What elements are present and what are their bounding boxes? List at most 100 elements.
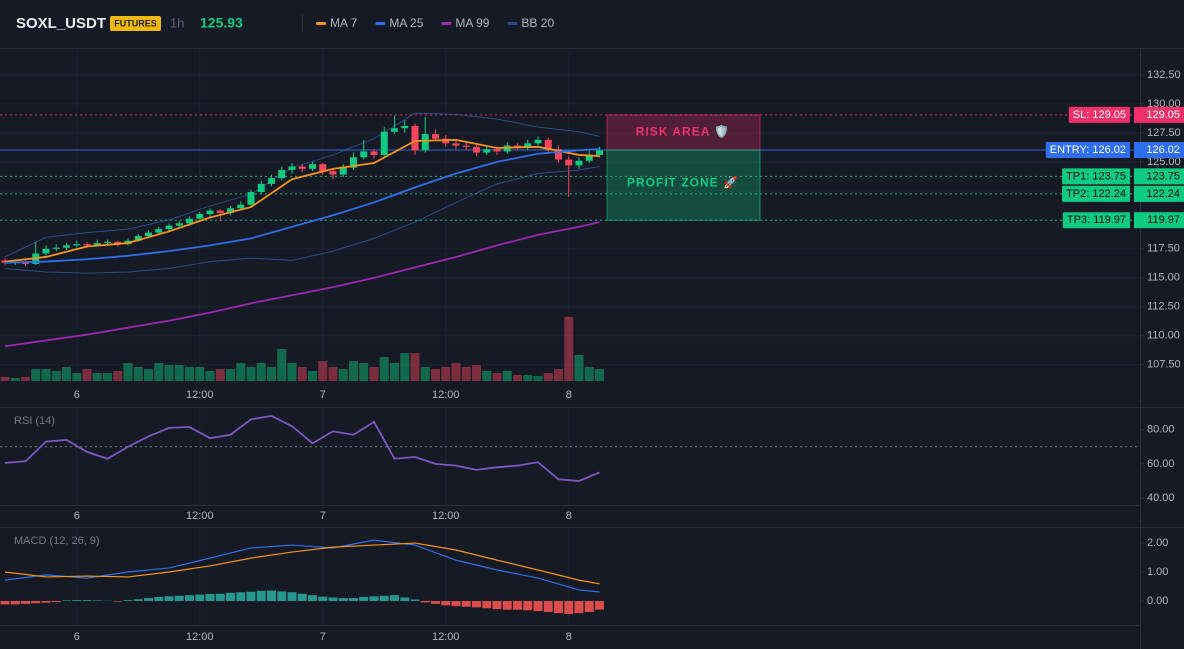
volume-bar — [308, 371, 317, 381]
volume-bar — [287, 363, 297, 381]
y-tick-label: 1.00 — [1147, 566, 1168, 578]
volume-bar — [10, 378, 20, 381]
ma-line — [4, 148, 600, 264]
candle-body — [452, 143, 460, 146]
level-label: SL: 129.05 — [1073, 109, 1126, 121]
candle-body — [52, 247, 60, 249]
candle-body — [309, 164, 316, 169]
axis-price-tag — [1134, 142, 1184, 159]
candle-body — [462, 145, 470, 147]
candle-body — [175, 223, 183, 226]
candle-body — [206, 210, 214, 215]
y-tick-label: 130.00 — [1147, 98, 1181, 110]
candle-body — [565, 159, 573, 166]
axis-price-label: 119.97 — [1147, 214, 1180, 226]
candle-body — [319, 164, 327, 172]
macd-histogram-bar — [287, 592, 297, 601]
macd-histogram-bar — [82, 600, 92, 601]
macd-histogram-bar — [441, 600, 451, 606]
macd-histogram-bar — [185, 595, 194, 601]
legend-entry: MA 99 — [455, 16, 489, 30]
macd-histogram-bar — [472, 600, 481, 608]
candle-body — [350, 157, 357, 168]
candle-body — [360, 151, 368, 158]
candle-body — [473, 146, 480, 153]
volume-bar — [595, 369, 604, 381]
y-tick-label: 117.50 — [1147, 243, 1180, 255]
volume-bar — [133, 367, 143, 381]
macd-histogram-bar — [174, 595, 184, 601]
volume-bar — [431, 369, 440, 381]
volume-bar — [318, 361, 328, 381]
x-tick-label: 8 — [566, 389, 572, 401]
macd-histogram-bar — [277, 591, 287, 601]
volume-bar — [472, 365, 481, 381]
volume-bar — [277, 349, 287, 381]
bb-upper — [4, 112, 600, 258]
macd-histogram-bar — [318, 596, 328, 601]
x-tick-label: 12:00 — [186, 510, 214, 522]
macd-histogram-bar — [256, 590, 266, 601]
candle-body — [339, 167, 347, 175]
x-tick-label: 6 — [74, 389, 80, 401]
level-label: TP2: 122.24 — [1066, 188, 1126, 200]
volume-bar — [41, 369, 51, 381]
ma-line — [4, 138, 600, 263]
macd-histogram-bar — [123, 600, 133, 601]
macd-histogram-bar — [297, 593, 307, 601]
macd-histogram-bar — [451, 600, 461, 607]
volume-bar — [482, 371, 492, 381]
candle-body — [534, 139, 542, 144]
candle-body — [555, 149, 562, 160]
legend-entry: MA 25 — [389, 16, 423, 30]
candle-body — [83, 244, 91, 246]
volume-bar — [236, 363, 246, 381]
volume-bar — [461, 367, 471, 381]
macd-histogram-bar — [502, 600, 512, 610]
level-tag — [1062, 168, 1130, 185]
macd-histogram-bar — [482, 600, 492, 609]
macd-histogram-bar — [584, 600, 594, 612]
y-tick-label: 40.00 — [1147, 492, 1175, 504]
candle-body — [432, 134, 439, 139]
macd-histogram-bar — [349, 598, 358, 601]
ma-line — [4, 221, 600, 348]
rsi-line — [4, 414, 600, 482]
zone-label: PROFIT ZONE 🚀 — [627, 175, 739, 189]
macd-histogram-bar — [338, 598, 348, 601]
macd-histogram-bar — [308, 595, 317, 601]
candle-body — [278, 169, 286, 179]
level-tag — [1045, 142, 1130, 159]
x-tick-label: 12:00 — [186, 631, 214, 643]
y-tick-label: 112.50 — [1147, 301, 1180, 313]
candle-body — [401, 125, 409, 129]
symbol: SOXL_USDT — [16, 15, 106, 32]
x-tick-label: 8 — [566, 631, 572, 643]
legend-entry: BB 20 — [521, 16, 554, 30]
macd-histogram-bar — [513, 600, 522, 610]
macd-histogram-bar — [51, 600, 61, 603]
panel-title: MACD (12, 26, 9) — [14, 535, 100, 547]
macd-histogram-bar — [236, 592, 246, 601]
macd-histogram-bar — [461, 600, 471, 607]
x-tick-label: 12:00 — [432, 631, 460, 643]
macd-histogram-bar — [533, 600, 543, 612]
y-tick-label: 80.00 — [1147, 423, 1175, 435]
volume-bar — [31, 369, 41, 381]
axis-price-tag — [1134, 212, 1184, 229]
candle-body — [186, 218, 193, 224]
candle-body — [227, 208, 234, 213]
candle-body — [73, 244, 81, 246]
volume-bar — [246, 367, 256, 381]
macd-histogram-bar — [72, 600, 82, 601]
axis-price-tag — [1134, 168, 1184, 185]
macd-histogram-bar — [595, 600, 604, 610]
axis-price-tag — [1134, 185, 1184, 202]
volume-bar — [51, 371, 61, 381]
bb-lower — [4, 166, 600, 274]
axis-price-label: 129.05 — [1146, 109, 1180, 121]
volume-bar — [492, 373, 502, 381]
volume-bar — [205, 371, 215, 381]
volume-bar — [164, 365, 174, 381]
